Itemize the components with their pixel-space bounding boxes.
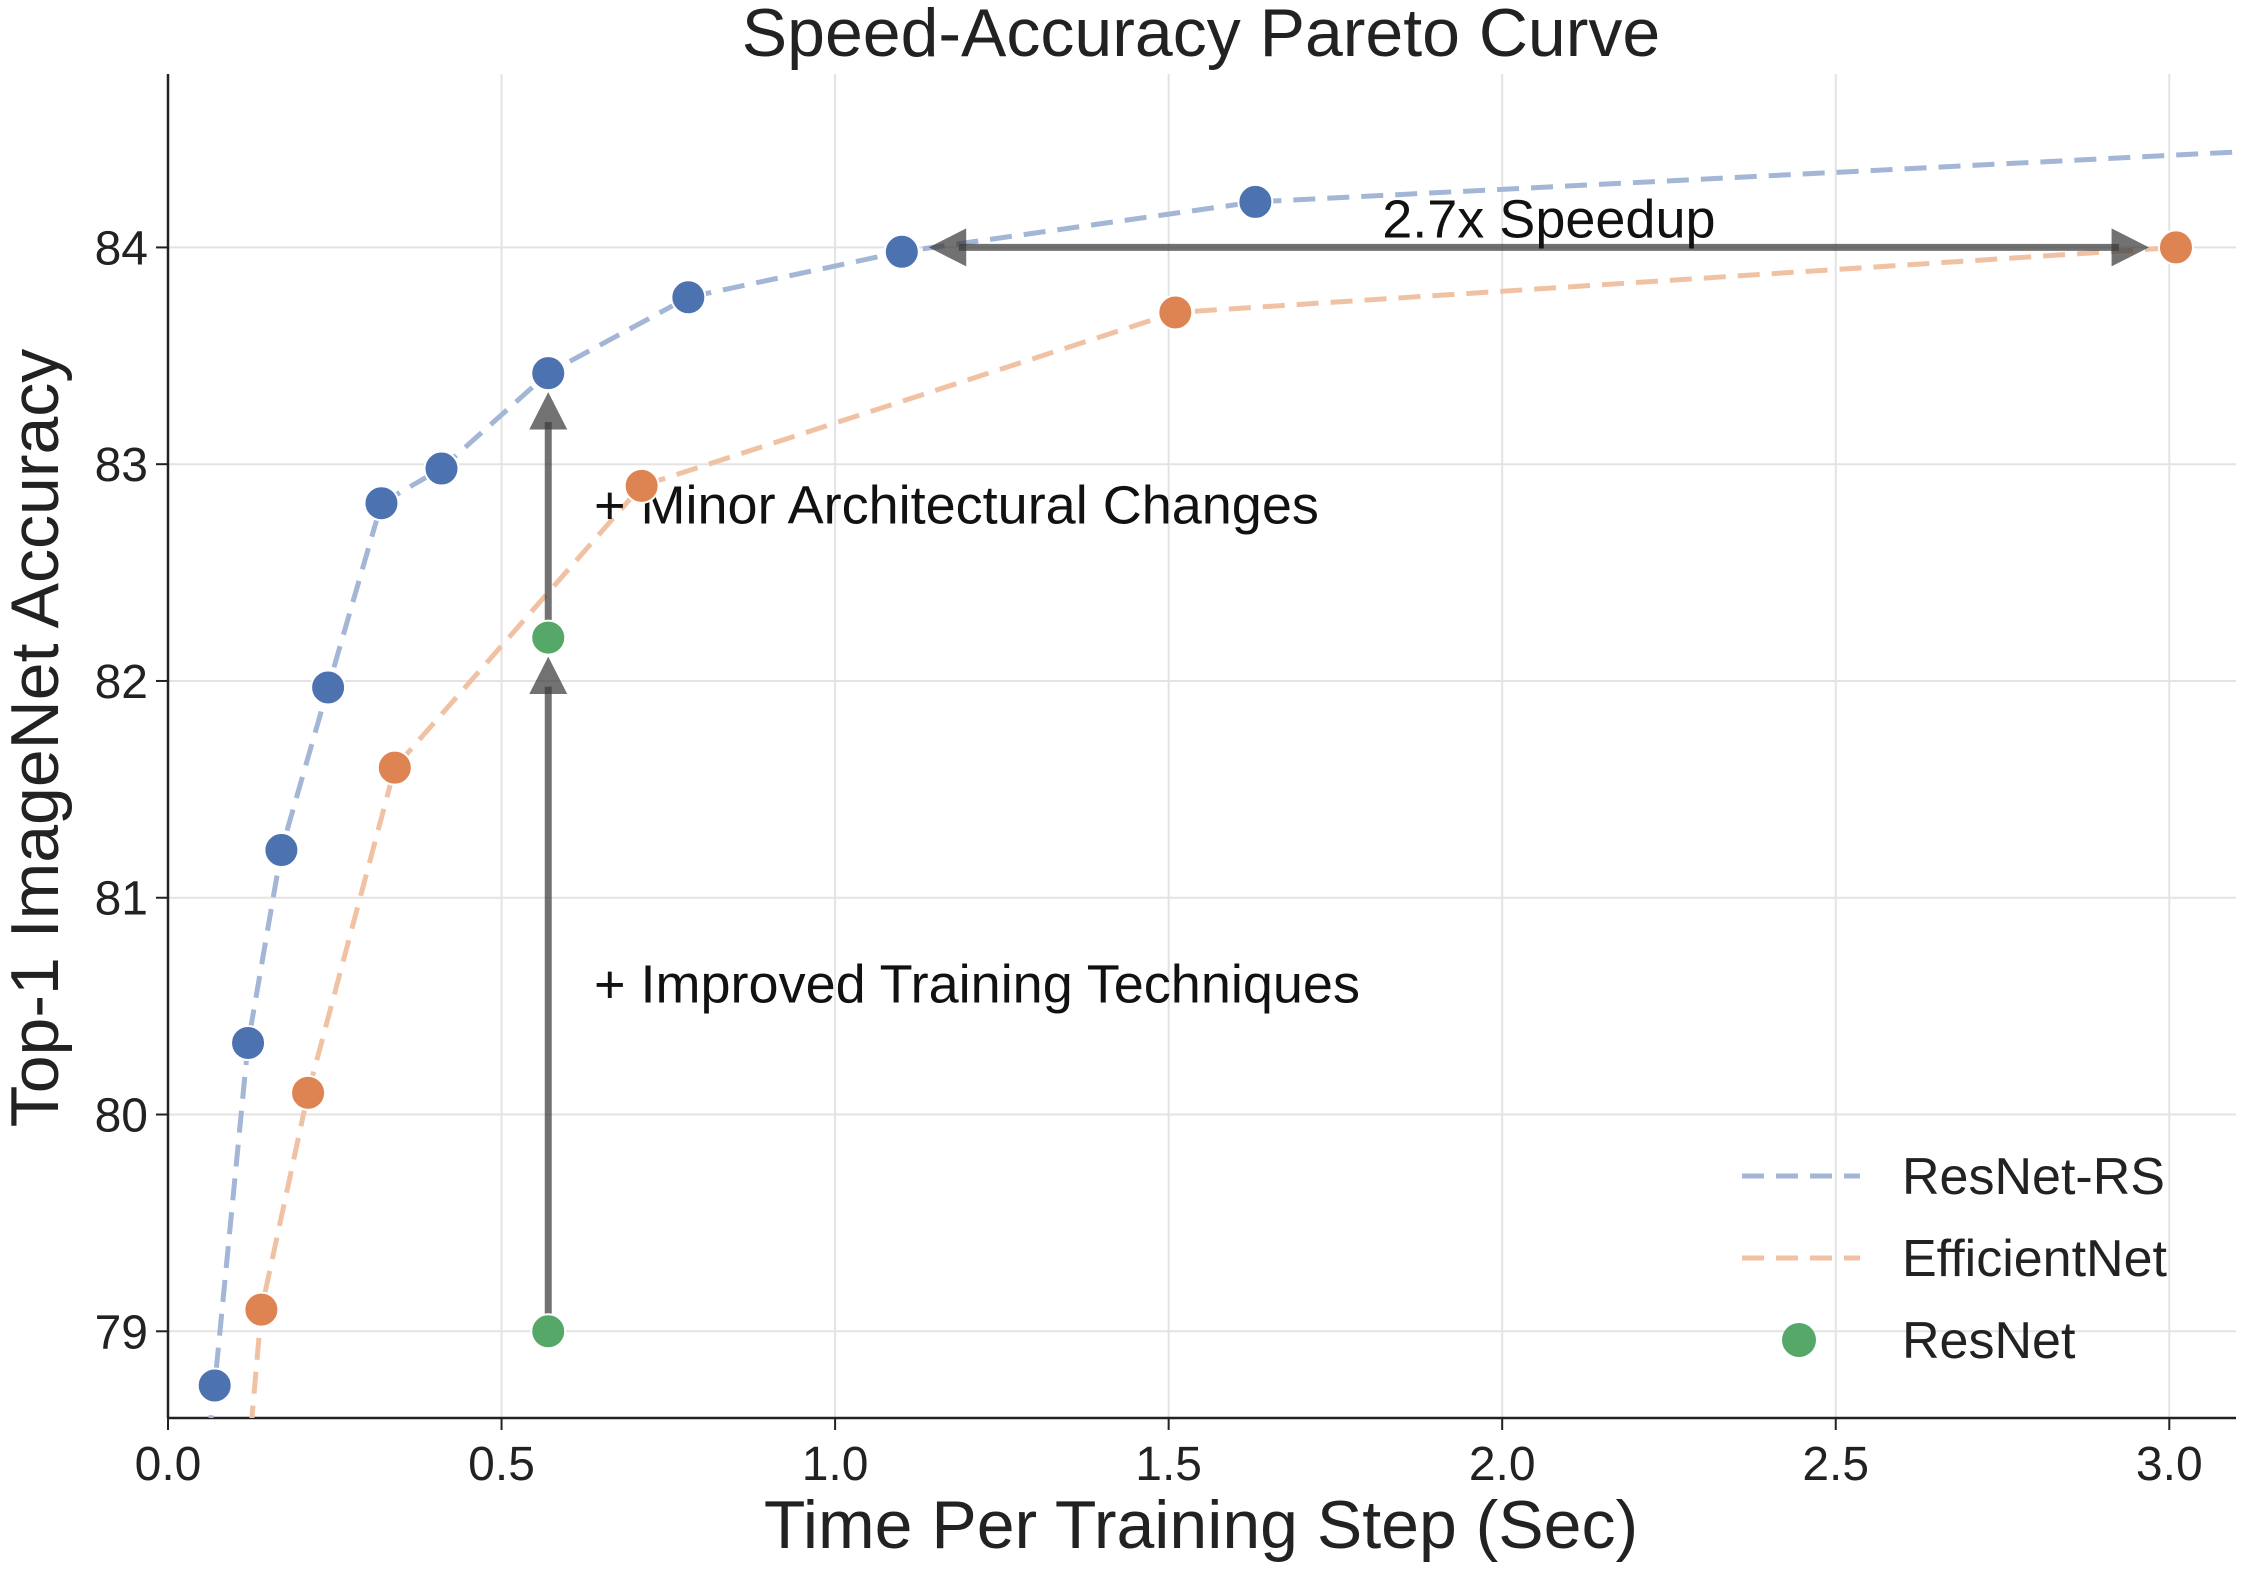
y-axis-label: Top-1 ImageNet Accuracy — [0, 349, 73, 1128]
resnet-rs-point — [196, 1367, 233, 1404]
y-tick-label: 81 — [95, 873, 148, 926]
grid — [167, 74, 2236, 1418]
x-tick-label: 0.5 — [468, 1438, 535, 1491]
resnet-point — [530, 619, 567, 656]
series-lines — [208, 149, 2236, 1418]
efficientnet-point — [376, 749, 413, 786]
annotation-label: 2.7x Speedup — [1382, 189, 1715, 249]
y-tick-label: 82 — [95, 656, 148, 709]
arrow-head — [2111, 228, 2149, 267]
arrow-head — [529, 656, 568, 695]
legend-label: ResNet-RS — [1902, 1148, 2165, 1206]
legend-label: EfficientNet — [1902, 1230, 2168, 1288]
efficientnet-point — [290, 1074, 327, 1111]
resnet-rs-point — [263, 832, 300, 869]
x-tick-label: 3.0 — [2136, 1438, 2203, 1491]
annotation-label: + Minor Architectural Changes — [594, 475, 1319, 535]
resnet-rs-point — [310, 669, 347, 706]
x-axis-label: Time Per Training Step (Sec) — [764, 1487, 1638, 1563]
annotation-label: + Improved Training Techniques — [594, 954, 1360, 1014]
chart-title: Speed-Accuracy Pareto Curve — [742, 0, 1660, 71]
y-tick-label: 83 — [95, 439, 148, 492]
series-points — [196, 183, 2194, 1404]
resnet-rs-point — [1237, 183, 1274, 220]
axes: 0.0 0.5 1.0 1.5 2.0 2.5 3.0 79 80 81 82 83 84 — [95, 74, 2236, 1491]
resnet-rs-line — [208, 149, 2236, 1418]
efficientnet-point — [2157, 229, 2194, 266]
efficientnet-point — [623, 467, 660, 504]
resnet-point — [530, 1313, 567, 1350]
efficientnet-point — [1157, 294, 1194, 331]
arrow-head — [529, 392, 568, 430]
x-tick-label: 2.5 — [1802, 1438, 1869, 1491]
resnet-rs-point — [423, 450, 460, 487]
resnet-rs-point — [530, 355, 567, 392]
y-tick-label: 80 — [95, 1090, 148, 1143]
resnet-rs-point — [670, 279, 707, 316]
y-tick-label: 84 — [95, 222, 148, 275]
x-tick-label: 2.0 — [1469, 1438, 1536, 1491]
x-tick-label: 1.5 — [1135, 1438, 1202, 1491]
annotations: + Improved Training Techniques + Minor Ar… — [529, 189, 2149, 1332]
resnet-rs-point — [230, 1024, 267, 1061]
resnet-rs-point — [363, 485, 400, 522]
x-tick-label: 0.0 — [135, 1438, 202, 1491]
legend-marker-swatch — [1782, 1323, 1816, 1357]
x-tick-label: 1.0 — [802, 1438, 869, 1491]
legend: ResNet-RS EfficientNet ResNet — [1742, 1148, 2168, 1370]
arrow-head — [928, 228, 967, 267]
y-tick-label: 79 — [95, 1306, 148, 1359]
efficientnet-point — [243, 1291, 280, 1328]
legend-label: ResNet — [1902, 1312, 2076, 1370]
resnet-rs-point — [883, 233, 920, 270]
